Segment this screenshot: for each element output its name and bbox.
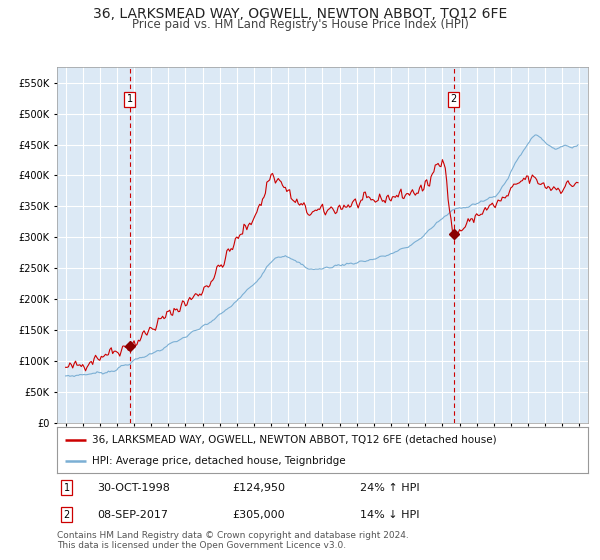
Text: 08-SEP-2017: 08-SEP-2017 [97, 510, 168, 520]
Text: 36, LARKSMEAD WAY, OGWELL, NEWTON ABBOT, TQ12 6FE: 36, LARKSMEAD WAY, OGWELL, NEWTON ABBOT,… [93, 7, 507, 21]
Text: £305,000: £305,000 [232, 510, 285, 520]
Text: Contains HM Land Registry data © Crown copyright and database right 2024.
This d: Contains HM Land Registry data © Crown c… [57, 531, 409, 550]
Text: 2: 2 [451, 94, 457, 104]
Text: 2: 2 [64, 510, 70, 520]
Text: Price paid vs. HM Land Registry's House Price Index (HPI): Price paid vs. HM Land Registry's House … [131, 18, 469, 31]
Text: 1: 1 [64, 483, 70, 493]
Text: 14% ↓ HPI: 14% ↓ HPI [359, 510, 419, 520]
Text: 1: 1 [127, 94, 133, 104]
Text: 24% ↑ HPI: 24% ↑ HPI [359, 483, 419, 493]
Text: £124,950: £124,950 [232, 483, 285, 493]
Text: 36, LARKSMEAD WAY, OGWELL, NEWTON ABBOT, TQ12 6FE (detached house): 36, LARKSMEAD WAY, OGWELL, NEWTON ABBOT,… [92, 435, 496, 445]
Text: 30-OCT-1998: 30-OCT-1998 [97, 483, 170, 493]
Text: HPI: Average price, detached house, Teignbridge: HPI: Average price, detached house, Teig… [92, 456, 345, 466]
